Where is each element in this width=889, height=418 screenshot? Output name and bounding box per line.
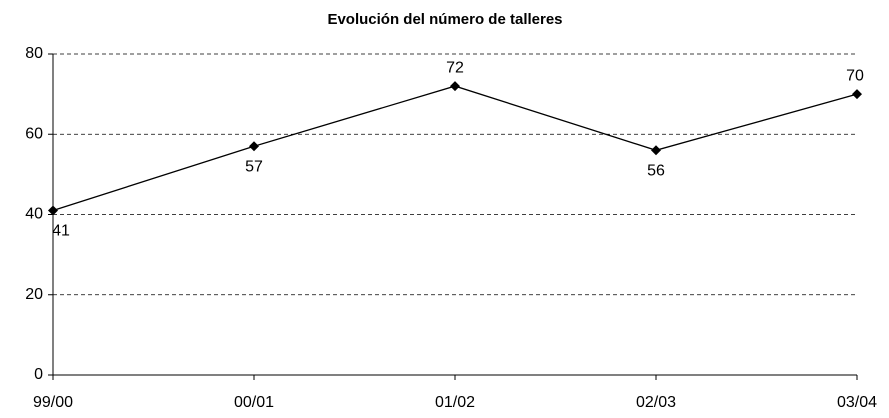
data-label: 72 <box>446 59 464 76</box>
y-tick-label: 40 <box>25 206 43 223</box>
y-tick-label: 20 <box>25 286 43 303</box>
x-tick-label: 99/00 <box>33 394 73 411</box>
x-tick-label: 01/02 <box>435 394 475 411</box>
chart-title: Evolución del número de talleres <box>327 11 562 28</box>
y-tick-label: 60 <box>25 125 43 142</box>
marker <box>450 81 460 92</box>
x-tick-label: 00/01 <box>234 394 274 411</box>
x-tick-label: 03/04 <box>837 394 877 411</box>
marker <box>651 145 661 156</box>
data-label: 56 <box>647 163 665 180</box>
y-tick-label: 0 <box>34 366 43 383</box>
line <box>52 85 858 212</box>
data-label: 57 <box>245 159 263 176</box>
marker <box>48 205 58 216</box>
y-tick-label: 80 <box>25 45 43 62</box>
marker <box>249 141 259 152</box>
x-tick-label: 02/03 <box>636 394 676 411</box>
data-label: 41 <box>52 223 70 240</box>
data-label: 70 <box>846 67 864 84</box>
marker <box>852 89 862 100</box>
